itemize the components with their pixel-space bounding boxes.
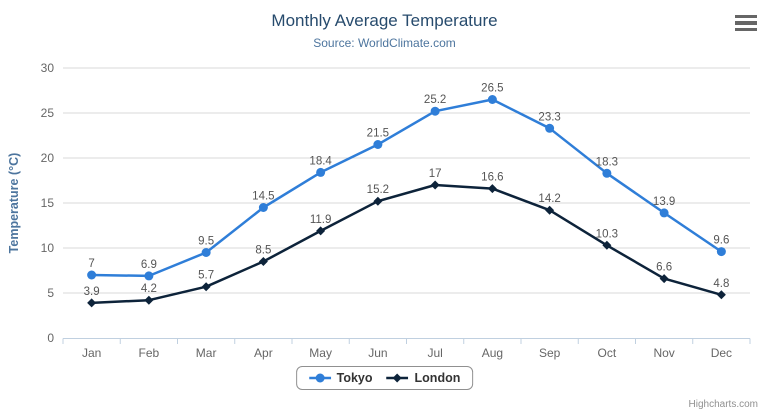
data-label: 25.2 [424, 94, 446, 106]
legend-label-london: London [414, 371, 461, 385]
x-axis-category-label: Feb [139, 346, 160, 360]
y-axis-tick-label: 5 [47, 286, 54, 300]
x-axis-category-label: Mar [196, 346, 217, 360]
data-point-marker[interactable] [430, 106, 440, 116]
data-point-marker[interactable] [373, 196, 383, 206]
y-axis-tick-label: 25 [41, 106, 55, 120]
x-axis-category-label: Oct [598, 346, 617, 360]
data-label: 21.5 [367, 128, 389, 140]
data-point-marker[interactable] [201, 248, 211, 257]
data-label: 15.2 [367, 184, 389, 196]
data-point-marker[interactable] [545, 123, 555, 133]
data-label: 23.3 [538, 111, 560, 123]
legend-label-tokyo: Tokyo [336, 371, 373, 385]
data-label: 6.9 [141, 259, 157, 271]
data-point-marker[interactable] [258, 203, 268, 212]
data-label: 16.6 [481, 172, 503, 184]
series-line-london[interactable] [90, 183, 723, 305]
data-point-marker[interactable] [144, 271, 154, 281]
data-point-marker[interactable] [373, 140, 383, 149]
x-axis-category-label: Sep [539, 346, 561, 360]
legend: Tokyo London [295, 366, 474, 390]
data-point-marker[interactable] [87, 298, 97, 308]
data-label: 6.6 [656, 262, 672, 274]
legend-item-tokyo[interactable]: Tokyo [308, 371, 373, 385]
x-axis-category-label: Jul [427, 346, 442, 360]
data-label: 26.5 [481, 83, 503, 95]
data-label: 17 [429, 168, 442, 180]
x-axis-category-label: Jun [368, 346, 387, 360]
data-point-marker[interactable] [201, 282, 211, 292]
data-label: 14.5 [252, 191, 274, 203]
data-label: 18.3 [596, 156, 618, 168]
context-menu-button[interactable] [733, 12, 759, 34]
data-point-marker[interactable] [716, 290, 726, 300]
data-point-marker[interactable] [602, 168, 612, 178]
london-series-marker-icon [386, 372, 409, 384]
data-point-marker[interactable] [316, 167, 326, 177]
y-axis-tick-label: 30 [41, 61, 55, 75]
data-label: 9.5 [198, 236, 214, 248]
data-label: 11.9 [310, 214, 332, 226]
data-point-marker[interactable] [144, 295, 154, 305]
y-axis-tick-label: 0 [47, 331, 54, 345]
data-label: 13.9 [653, 196, 675, 208]
y-axis-tick-label: 10 [41, 241, 55, 255]
data-point-marker[interactable] [258, 257, 268, 266]
x-axis-category-label: Apr [254, 346, 273, 360]
y-axis-tick-label: 20 [41, 151, 55, 165]
x-axis-category-label: Aug [482, 346, 503, 360]
x-axis-category-label: May [309, 346, 332, 360]
data-label: 3.9 [84, 286, 100, 298]
x-axis-category-label: Dec [711, 346, 732, 360]
data-point-marker[interactable] [430, 180, 440, 190]
data-label: 14.2 [538, 193, 560, 205]
data-point-marker[interactable] [316, 226, 326, 236]
chart-title: Monthly Average Temperature [271, 11, 498, 30]
data-point-marker[interactable] [545, 205, 555, 215]
credits-link[interactable]: Highcharts.com [688, 399, 758, 410]
y-axis-tick-label: 15 [41, 196, 55, 210]
data-label: 9.6 [713, 235, 729, 247]
data-label: 10.3 [596, 228, 618, 240]
series-tokyo: 7 6.9 9.5 14.5 18.4 21.5 25.2 26.5 23.3 18.3 13.9 9… [87, 83, 729, 281]
x-axis-category-label: Nov [653, 346, 674, 360]
legend-item-london[interactable]: London [386, 371, 461, 385]
data-label: 8.5 [255, 245, 271, 257]
data-label: 18.4 [309, 155, 332, 167]
data-point-marker[interactable] [659, 208, 669, 218]
data-point-marker[interactable] [87, 270, 97, 280]
data-label: 4.2 [141, 283, 157, 295]
data-point-marker[interactable] [716, 247, 726, 257]
data-label: 7 [88, 258, 94, 270]
series-line-tokyo[interactable] [90, 98, 723, 278]
hamburger-icon [735, 14, 757, 19]
y-axis-title: Temperature (°C) [7, 153, 21, 254]
data-point-marker[interactable] [487, 95, 497, 104]
tokyo-series-marker-icon [308, 372, 331, 384]
data-label: 4.8 [713, 278, 729, 290]
chart-subtitle: Source: WorldClimate.com [313, 36, 456, 50]
series-london: 3.9 4.2 5.7 8.5 11.9 15.2 17 16.6 14.2 10.3 6.6 4.8 [84, 168, 729, 308]
data-label: 5.7 [198, 270, 214, 282]
data-point-marker[interactable] [659, 274, 669, 284]
x-axis-category-label: Jan [82, 346, 101, 360]
data-point-marker[interactable] [487, 184, 497, 194]
data-point-marker[interactable] [602, 240, 612, 250]
